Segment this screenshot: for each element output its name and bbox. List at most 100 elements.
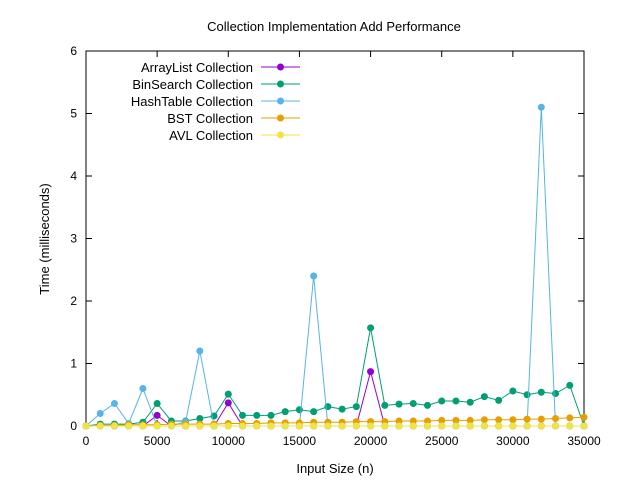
data-point-avl-collection [352, 422, 360, 430]
data-point-avl-collection [338, 422, 346, 430]
data-point-arraylist-collection [224, 399, 232, 407]
data-point-binsearch-collection [452, 397, 460, 405]
data-point-hashtable-collection [196, 347, 204, 355]
y-tick-label: 6 [70, 44, 77, 58]
data-point-bst-collection [580, 413, 588, 421]
data-point-bst-collection [480, 416, 488, 424]
data-point-binsearch-collection [480, 393, 488, 401]
data-point-avl-collection [523, 422, 531, 430]
data-point-avl-collection [552, 422, 560, 430]
series-line-hashtable-collection [85, 107, 584, 427]
data-point-avl-collection [196, 422, 204, 430]
data-point-avl-collection [239, 422, 247, 430]
data-point-avl-collection [495, 422, 503, 430]
data-point-binsearch-collection [310, 408, 318, 416]
data-point-binsearch-collection [409, 400, 417, 407]
legend-swatch-point-binsearch-collection [277, 80, 284, 88]
data-point-binsearch-collection [153, 400, 161, 407]
series-layer [82, 103, 588, 430]
series-avl-collection [82, 422, 588, 430]
data-point-bst-collection [566, 414, 574, 422]
data-point-bst-collection [509, 416, 517, 424]
data-point-binsearch-collection [523, 391, 531, 399]
data-point-binsearch-collection [281, 408, 289, 416]
data-point-binsearch-collection [495, 396, 503, 404]
data-point-avl-collection [281, 422, 289, 430]
data-point-binsearch-collection [196, 415, 204, 422]
x-axis-label: Input Size (n) [296, 461, 373, 476]
data-point-avl-collection [82, 422, 90, 430]
x-tick-label: 30000 [496, 434, 530, 448]
legend-label-binsearch-collection: BinSearch Collection [132, 77, 253, 92]
data-point-avl-collection [537, 422, 545, 430]
data-point-binsearch-collection [267, 411, 275, 419]
data-point-avl-collection [324, 422, 332, 430]
data-point-avl-collection [310, 422, 318, 430]
y-tick-label: 0 [70, 419, 77, 433]
data-point-binsearch-collection [566, 381, 574, 389]
data-point-bst-collection [537, 415, 545, 423]
y-tick-label: 5 [70, 107, 77, 121]
y-tick-label: 4 [70, 169, 77, 183]
data-point-avl-collection [96, 422, 104, 430]
data-point-binsearch-collection [395, 400, 403, 408]
data-point-avl-collection [167, 422, 175, 430]
data-point-binsearch-collection [438, 397, 446, 405]
data-point-avl-collection [224, 422, 232, 430]
data-point-avl-collection [153, 422, 161, 430]
data-point-avl-collection [438, 422, 446, 430]
series-hashtable-collection [82, 103, 588, 430]
series-binsearch-collection [82, 324, 588, 430]
data-point-binsearch-collection [537, 388, 545, 396]
data-point-binsearch-collection [552, 390, 560, 397]
data-point-bst-collection [423, 417, 431, 425]
data-point-binsearch-collection [352, 403, 360, 411]
series-line-arraylist-collection [86, 369, 584, 427]
data-point-binsearch-collection [423, 401, 431, 409]
y-tick-label: 1 [70, 357, 77, 371]
data-point-hashtable-collection [110, 400, 118, 407]
data-point-avl-collection [423, 422, 431, 430]
data-point-binsearch-collection [338, 405, 346, 413]
data-point-arraylist-collection [367, 368, 375, 376]
y-axis-ticks: 0 1 2 3 4 5 6 [70, 44, 584, 433]
data-point-avl-collection [210, 422, 218, 430]
data-point-avl-collection [409, 422, 417, 430]
data-point-avl-collection [381, 422, 389, 430]
y-tick-label: 2 [70, 294, 77, 308]
data-point-binsearch-collection [367, 324, 375, 332]
data-point-avl-collection [125, 422, 133, 430]
data-point-bst-collection [438, 416, 446, 424]
data-point-avl-collection [139, 422, 147, 430]
data-point-binsearch-collection [295, 406, 303, 414]
data-point-avl-collection [182, 422, 190, 430]
data-point-bst-collection [552, 415, 560, 422]
data-point-avl-collection [253, 422, 261, 430]
data-point-bst-collection [466, 416, 474, 424]
data-point-hashtable-collection [96, 410, 104, 417]
legend-swatch-point-bst-collection [277, 114, 284, 122]
x-tick-label: 35000 [567, 434, 601, 448]
data-point-bst-collection [409, 417, 417, 425]
data-point-avl-collection [480, 422, 488, 430]
data-point-avl-collection [509, 422, 517, 430]
data-point-avl-collection [566, 422, 574, 430]
data-point-avl-collection [466, 422, 474, 430]
data-point-avl-collection [580, 422, 588, 430]
chart-title: Collection Implementation Add Performanc… [207, 19, 461, 34]
data-point-binsearch-collection [224, 390, 232, 398]
data-point-bst-collection [495, 416, 503, 424]
data-point-binsearch-collection [509, 387, 517, 395]
data-point-hashtable-collection [310, 272, 318, 280]
legend-swatch-point-arraylist-collection [277, 63, 284, 71]
x-tick-label: 20000 [354, 434, 388, 448]
data-point-avl-collection [295, 422, 303, 430]
legend-label-hashtable-collection: HashTable Collection [131, 94, 253, 109]
x-tick-label: 10000 [212, 434, 246, 448]
legend-swatch-point-hashtable-collection [277, 97, 284, 105]
x-tick-label: 5000 [144, 434, 171, 448]
data-point-hashtable-collection [139, 385, 147, 392]
x-tick-label: 15000 [283, 434, 317, 448]
legend-label-avl-collection: AVL Collection [169, 128, 253, 143]
